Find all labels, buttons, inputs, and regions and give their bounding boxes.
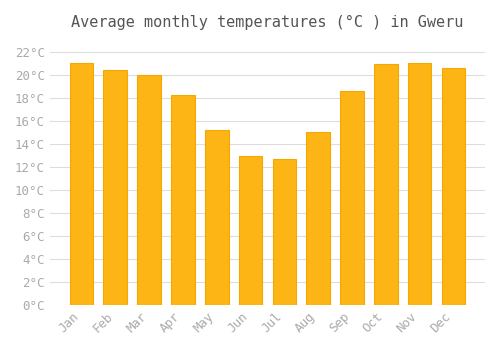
Bar xyxy=(70,63,94,305)
Bar xyxy=(442,69,465,305)
Bar xyxy=(238,156,262,305)
Bar xyxy=(374,64,398,305)
Bar xyxy=(340,91,364,305)
Bar xyxy=(408,63,432,305)
Bar xyxy=(205,131,229,305)
Bar xyxy=(272,159,296,305)
Bar xyxy=(306,132,330,305)
Title: Average monthly temperatures (°C ) in Gweru: Average monthly temperatures (°C ) in Gw… xyxy=(71,15,464,30)
Bar xyxy=(104,70,127,305)
Bar xyxy=(171,95,194,305)
Bar xyxy=(138,75,161,305)
